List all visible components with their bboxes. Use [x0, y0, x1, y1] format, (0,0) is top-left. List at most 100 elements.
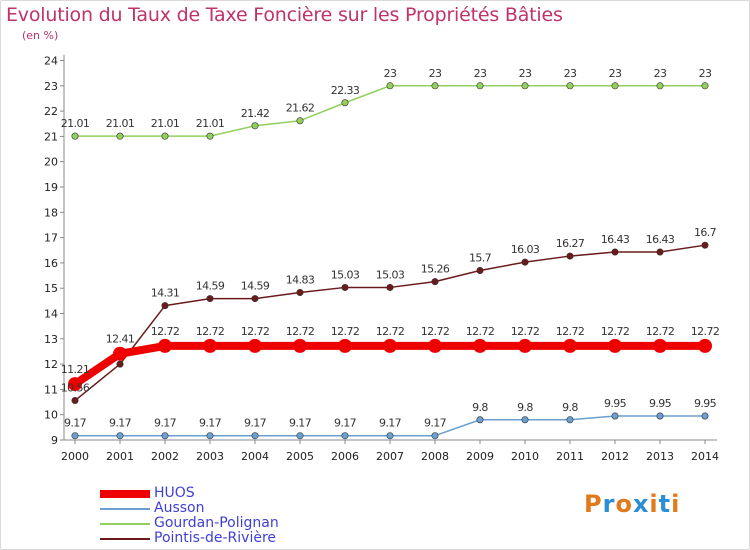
data-label: 23 [474, 67, 487, 80]
data-label: 9.95 [694, 397, 717, 410]
y-tick-label: 13 [44, 333, 58, 346]
data-point [68, 377, 82, 392]
data-label: 12.72 [646, 325, 675, 338]
data-point [341, 99, 349, 107]
legend-swatch [100, 538, 150, 540]
data-point [518, 338, 532, 353]
data-point [701, 412, 709, 420]
data-point [383, 338, 397, 353]
data-label: 12.72 [511, 325, 540, 338]
data-point [203, 338, 217, 353]
y-tick-label: 12 [44, 358, 58, 371]
legend-swatch [100, 490, 150, 498]
legend-item: HUOS [100, 486, 360, 501]
data-point [338, 338, 352, 353]
data-label: 23 [519, 67, 532, 80]
y-tick-label: 18 [44, 206, 58, 219]
data-label: 21.42 [241, 107, 270, 120]
data-label: 15.26 [421, 263, 450, 276]
data-point [251, 432, 259, 440]
data-point [521, 82, 529, 90]
data-label: 23 [564, 67, 577, 80]
data-label: 12.72 [601, 325, 630, 338]
data-label: 23 [609, 67, 622, 80]
data-label: 12.72 [286, 325, 315, 338]
y-tick-label: 21 [44, 130, 58, 143]
data-label: 23 [654, 67, 667, 80]
data-point [566, 252, 574, 260]
data-label: 21.01 [106, 117, 135, 130]
x-tick-label: 2010 [511, 450, 539, 463]
data-point [206, 295, 214, 303]
data-label: 9.8 [562, 401, 578, 414]
data-point [563, 338, 577, 353]
data-point [428, 338, 442, 353]
x-tick-label: 2008 [421, 450, 449, 463]
y-tick-label: 10 [44, 409, 58, 422]
data-point [293, 338, 307, 353]
y-tick-label: 9 [51, 434, 58, 447]
legend-item: Pointis-de-Rivière [100, 531, 360, 546]
data-label: 14.31 [151, 287, 180, 300]
data-label: 9.95 [649, 397, 672, 410]
x-tick-label: 2007 [376, 450, 404, 463]
data-point [476, 82, 484, 90]
data-point [158, 338, 172, 353]
data-point [206, 432, 214, 440]
y-tick-label: 23 [44, 80, 58, 93]
data-label: 12.72 [376, 325, 405, 338]
data-point [701, 82, 709, 90]
proxiti-logo: Proxiti [584, 490, 681, 518]
legend-label: HUOS [154, 485, 195, 501]
y-tick-label: 14 [44, 308, 58, 321]
data-point [656, 82, 664, 90]
data-point [161, 302, 169, 310]
data-point [386, 82, 394, 90]
data-label: 12.72 [556, 325, 585, 338]
data-label: 14.83 [286, 274, 315, 287]
data-point [473, 338, 487, 353]
data-point [521, 416, 529, 424]
data-point [206, 132, 214, 140]
data-label: 21.01 [151, 117, 180, 130]
data-point [248, 338, 262, 353]
data-label: 12.72 [151, 325, 180, 338]
legend-label: Pointis-de-Rivière [154, 530, 277, 546]
x-tick-label: 2001 [106, 450, 134, 463]
data-point [251, 122, 259, 130]
data-label: 9.8 [472, 401, 488, 414]
data-label: 21.01 [196, 117, 225, 130]
data-point [611, 248, 619, 256]
data-label: 16.43 [601, 233, 630, 246]
data-point [611, 82, 619, 90]
data-label: 15.03 [376, 268, 405, 281]
data-point [116, 360, 124, 368]
y-tick-label: 24 [44, 55, 58, 68]
data-point [386, 432, 394, 440]
data-point [113, 346, 127, 361]
x-tick-label: 2013 [646, 450, 674, 463]
x-tick-label: 2012 [601, 450, 629, 463]
data-point [698, 338, 712, 353]
data-point [296, 117, 304, 125]
data-label: 9.17 [379, 417, 402, 430]
data-point [71, 397, 79, 405]
data-label: 21.62 [286, 102, 315, 115]
data-point [521, 258, 529, 266]
data-point [386, 283, 394, 291]
data-label: 9.17 [154, 417, 177, 430]
data-point [341, 283, 349, 291]
data-label: 21.01 [61, 117, 90, 130]
x-tick-label: 2006 [331, 450, 359, 463]
data-point [296, 432, 304, 440]
y-tick-label: 22 [44, 105, 58, 118]
data-point [476, 416, 484, 424]
data-label: 23 [699, 67, 712, 80]
data-label: 23 [429, 67, 442, 80]
legend-label: Ausson [154, 500, 205, 516]
data-label: 12.72 [241, 325, 270, 338]
legend-label: Gourdan-Polignan [154, 515, 279, 531]
data-point [476, 266, 484, 274]
x-tick-label: 2005 [286, 450, 314, 463]
